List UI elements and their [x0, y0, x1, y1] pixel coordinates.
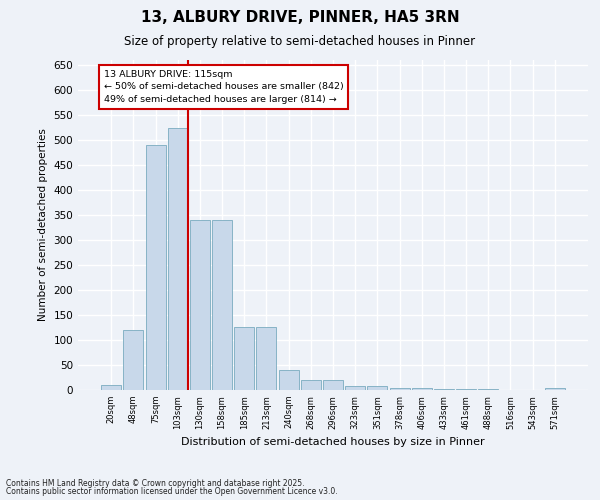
Bar: [389, 388, 410, 390]
Bar: [367, 386, 388, 390]
Text: Size of property relative to semi-detached houses in Pinner: Size of property relative to semi-detach…: [124, 35, 476, 48]
Bar: [412, 388, 432, 390]
X-axis label: Distribution of semi-detached houses by size in Pinner: Distribution of semi-detached houses by …: [181, 437, 485, 447]
Bar: [124, 330, 143, 390]
Bar: [256, 326, 277, 390]
Bar: [190, 220, 210, 390]
Bar: [234, 326, 254, 390]
Bar: [278, 370, 299, 390]
Bar: [345, 386, 365, 390]
Text: Contains public sector information licensed under the Open Government Licence v3: Contains public sector information licen…: [6, 487, 338, 496]
Bar: [101, 385, 121, 390]
Bar: [168, 128, 188, 390]
Bar: [434, 388, 454, 390]
Y-axis label: Number of semi-detached properties: Number of semi-detached properties: [38, 128, 48, 322]
Text: 13, ALBURY DRIVE, PINNER, HA5 3RN: 13, ALBURY DRIVE, PINNER, HA5 3RN: [140, 10, 460, 25]
Bar: [301, 380, 321, 390]
Bar: [545, 388, 565, 390]
Text: Contains HM Land Registry data © Crown copyright and database right 2025.: Contains HM Land Registry data © Crown c…: [6, 478, 305, 488]
Bar: [456, 389, 476, 390]
Bar: [323, 380, 343, 390]
Bar: [478, 389, 498, 390]
Text: 13 ALBURY DRIVE: 115sqm
← 50% of semi-detached houses are smaller (842)
49% of s: 13 ALBURY DRIVE: 115sqm ← 50% of semi-de…: [104, 70, 343, 104]
Bar: [146, 145, 166, 390]
Bar: [212, 220, 232, 390]
